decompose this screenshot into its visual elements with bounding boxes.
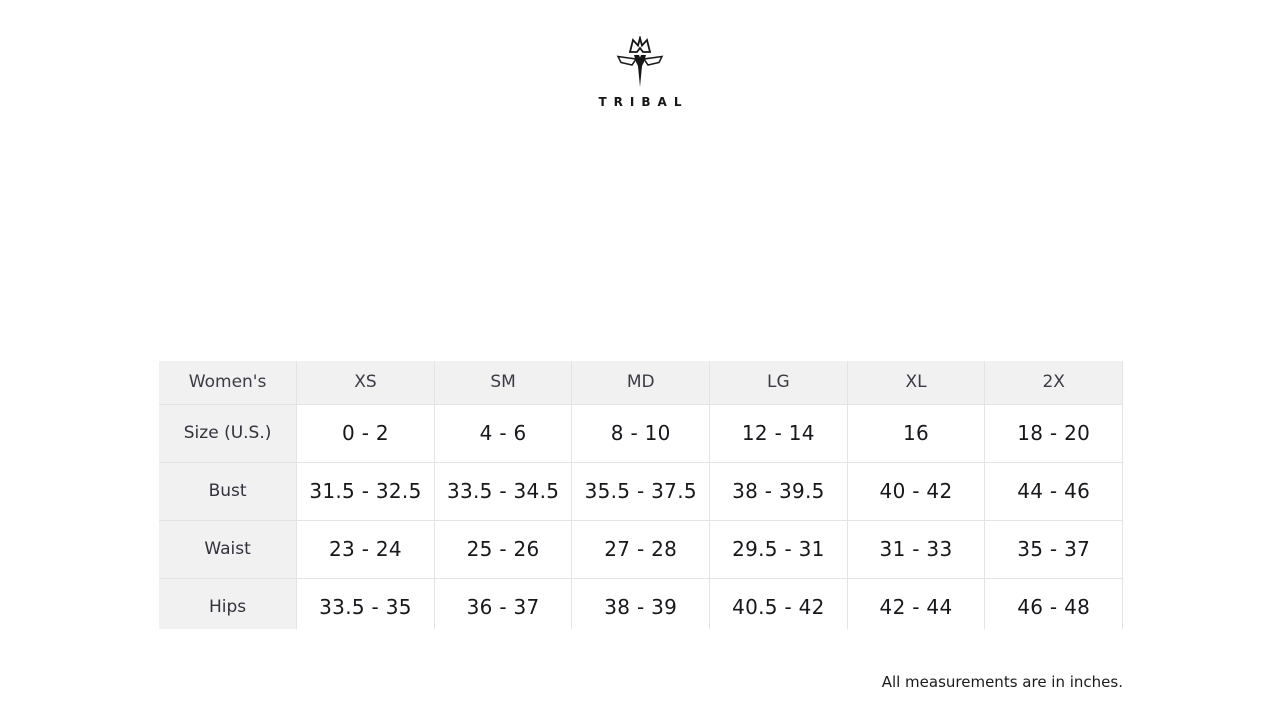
size-value-cell: 23 - 24 bbox=[296, 519, 435, 579]
size-value-cell: 33.5 - 35 bbox=[296, 577, 435, 629]
corner-header: Women's bbox=[159, 361, 298, 405]
size-value-cell: 35 - 37 bbox=[984, 519, 1123, 579]
size-value-cell: 29.5 - 31 bbox=[709, 519, 848, 579]
size-value-cell: 33.5 - 34.5 bbox=[433, 461, 573, 521]
size-value-cell: 25 - 26 bbox=[433, 519, 573, 579]
table-row: Bust 31.5 - 32.5 33.5 - 34.5 35.5 - 37.5 38 … bbox=[159, 461, 1123, 521]
column-header: 2X bbox=[984, 361, 1123, 405]
size-value-cell: 38 - 39.5 bbox=[709, 461, 848, 521]
row-label: Hips bbox=[159, 577, 298, 629]
size-value-cell: 31 - 33 bbox=[846, 519, 986, 579]
size-value-cell: 35.5 - 37.5 bbox=[571, 461, 711, 521]
size-value-cell: 38 - 39 bbox=[571, 577, 711, 629]
size-value-cell: 4 - 6 bbox=[433, 403, 573, 463]
column-header: XL bbox=[846, 361, 986, 405]
brand-logo: TRIBAL bbox=[0, 36, 1280, 108]
column-header: LG bbox=[709, 361, 848, 405]
row-label: Waist bbox=[159, 519, 298, 579]
size-value-cell: 31.5 - 32.5 bbox=[296, 461, 435, 521]
table-row: Waist 23 - 24 25 - 26 27 - 28 29.5 - 31 31 - … bbox=[159, 519, 1123, 579]
size-value-cell: 40.5 - 42 bbox=[709, 577, 848, 629]
size-value-cell: 18 - 20 bbox=[984, 403, 1123, 463]
crown-t-emblem-icon bbox=[616, 36, 664, 87]
size-value-cell: 40 - 42 bbox=[846, 461, 986, 521]
size-value-cell: 0 - 2 bbox=[296, 403, 435, 463]
row-label: Bust bbox=[159, 461, 298, 521]
column-header: SM bbox=[433, 361, 573, 405]
size-value-cell: 36 - 37 bbox=[433, 577, 573, 629]
size-value-cell: 27 - 28 bbox=[571, 519, 711, 579]
column-header: MD bbox=[571, 361, 711, 405]
column-header: XS bbox=[296, 361, 435, 405]
size-value-cell: 42 - 44 bbox=[846, 577, 986, 629]
table-row: Hips 33.5 - 35 36 - 37 38 - 39 40.5 - 42 42 -… bbox=[159, 577, 1123, 629]
size-value-cell: 12 - 14 bbox=[709, 403, 848, 463]
size-value-cell: 46 - 48 bbox=[984, 577, 1123, 629]
brand-wordmark: TRIBAL bbox=[598, 95, 689, 109]
size-value-cell: 8 - 10 bbox=[571, 403, 711, 463]
size-value-cell: 16 bbox=[846, 403, 986, 463]
size-value-cell: 44 - 46 bbox=[984, 461, 1123, 521]
row-label: Size (U.S.) bbox=[159, 403, 298, 463]
measurement-note: All measurements are in inches. bbox=[881, 673, 1123, 691]
size-chart-header-row: Women's XS SM MD LG XL 2X bbox=[159, 361, 1123, 405]
